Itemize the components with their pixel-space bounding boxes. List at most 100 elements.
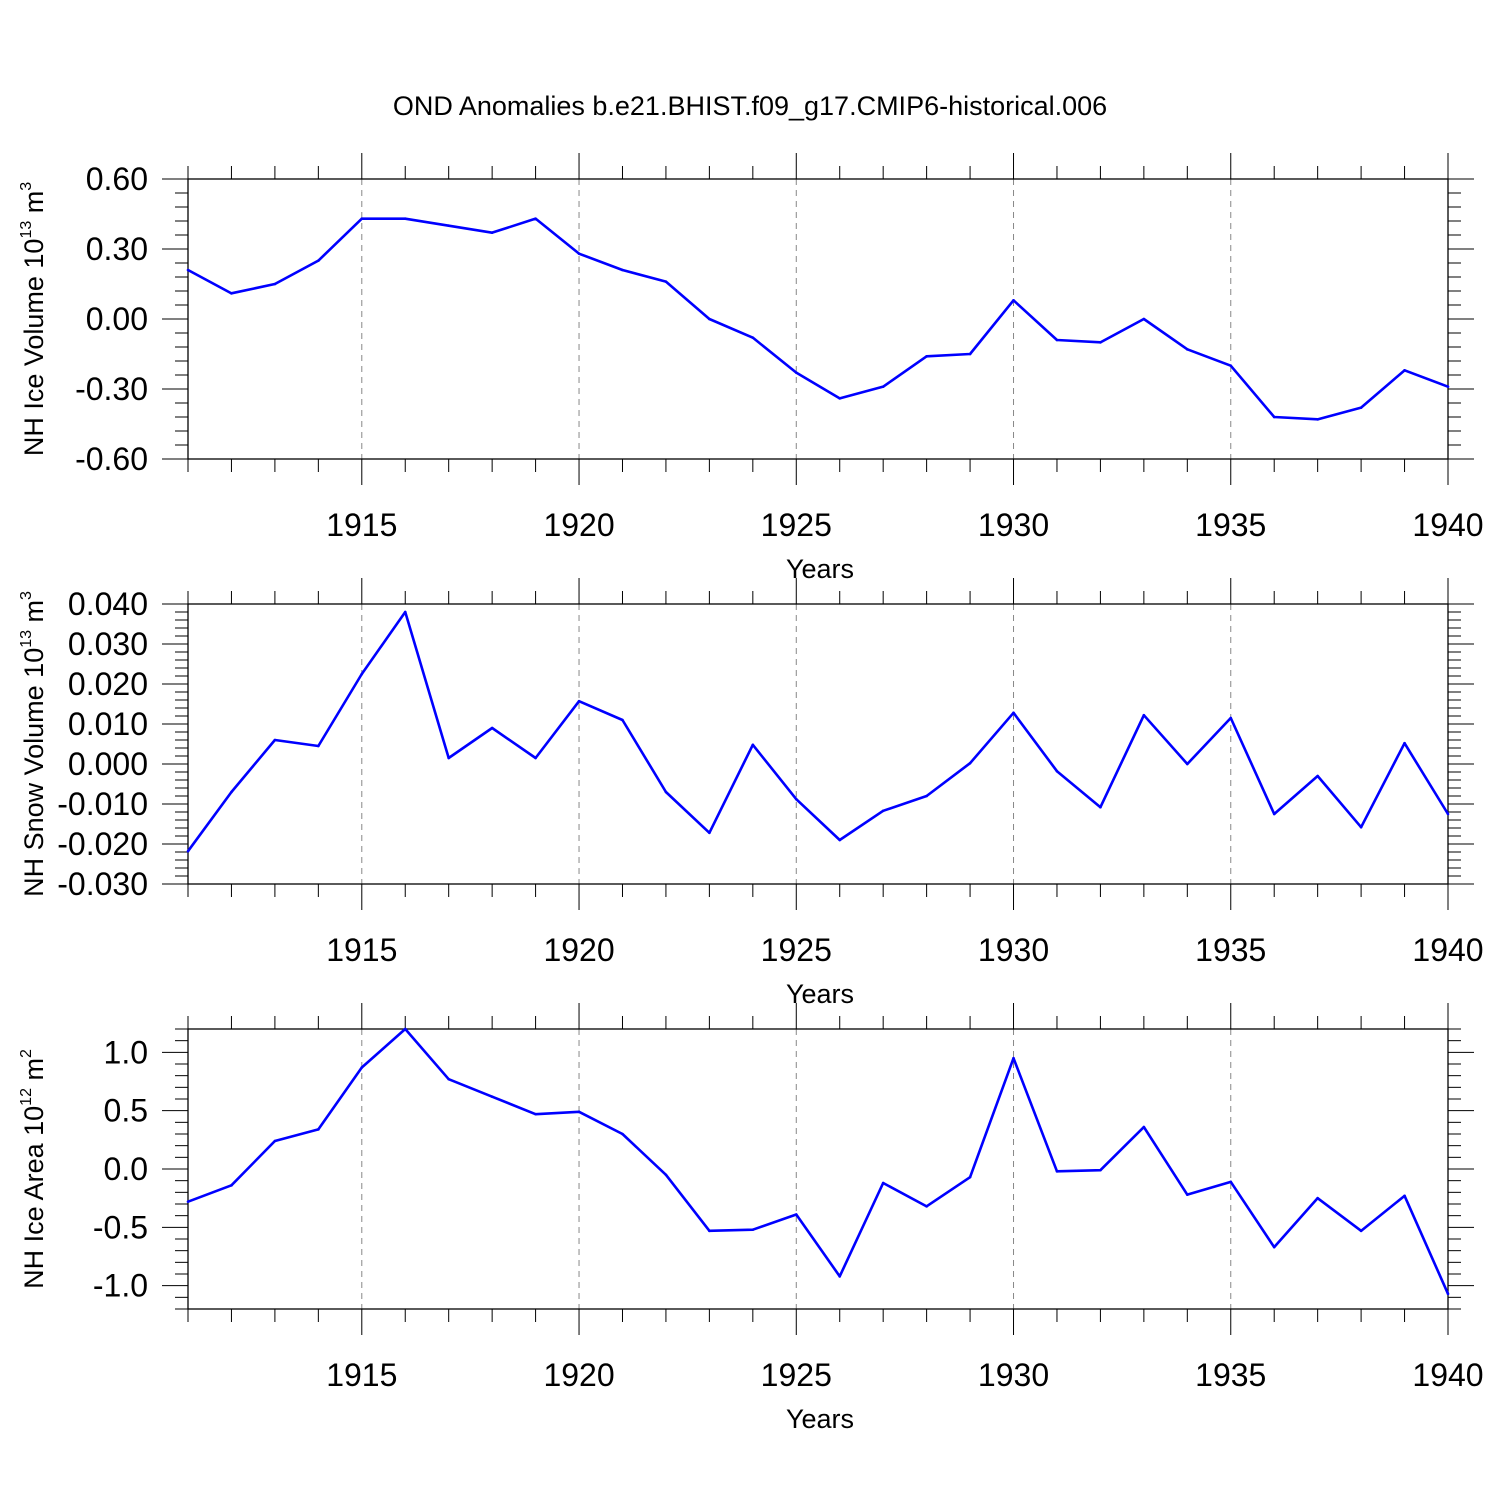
data-point [403, 1027, 407, 1031]
x-tick-label: 1915 [326, 932, 397, 968]
data-point [273, 1139, 277, 1143]
data-point [881, 809, 885, 813]
y-axis-label-unit: m [19, 1058, 49, 1088]
x-tick-label: 1940 [1412, 507, 1483, 543]
data-point [360, 217, 364, 220]
data-point [1403, 741, 1406, 745]
data-point [1272, 415, 1276, 419]
y-tick-label: -0.60 [75, 441, 148, 477]
data-point [1446, 385, 1450, 388]
data-point [1229, 1180, 1233, 1184]
x-tick-label: 1920 [543, 932, 614, 968]
data-point [621, 268, 624, 272]
data-point [1099, 341, 1102, 344]
data-point [925, 1205, 928, 1208]
data-point [1055, 769, 1059, 773]
x-tick-label: 1935 [1195, 507, 1266, 543]
data-point [317, 259, 320, 262]
y-axis-label: NH Ice Area 1012 m2 [18, 1049, 49, 1289]
data-point [534, 756, 537, 760]
data-point [838, 397, 842, 400]
chart-title: OND Anomalies b.e21.BHIST.f09_g17.CMIP6-… [393, 91, 1107, 121]
y-axis-label-exponent: 13 [18, 221, 35, 239]
data-point [1012, 1056, 1015, 1060]
data-point [447, 224, 450, 227]
y-tick-label: 0.010 [68, 706, 148, 742]
series-line [187, 217, 1449, 421]
panel-3: 1915 1920 1925 1930 1935 1940 1.0 0.5 0.0 -0.5 -1.… [18, 1003, 1484, 1434]
plot-frame [187, 178, 1449, 460]
x-tick-label: 1930 [978, 1357, 1049, 1393]
panel-2: 1915 1920 1925 1930 1935 1940 0.040 0.030 0.020 0… [18, 578, 1484, 1009]
data-point [708, 831, 711, 835]
y-tick-label: -0.020 [57, 826, 148, 862]
data-point [230, 790, 233, 794]
x-axis-label: Years [786, 554, 854, 584]
data-point [1229, 716, 1233, 720]
panel-1: 1915 1920 1925 1930 1935 1940 0.60 0.30 0.00 -0.3… [18, 153, 1484, 584]
series-line [186, 610, 1450, 852]
data-point [794, 371, 798, 374]
x-tick-label: 1930 [978, 932, 1049, 968]
x-tick-label: 1920 [543, 507, 614, 543]
data-point [881, 1181, 885, 1185]
x-tick-label: 1935 [1195, 932, 1266, 968]
data-point [490, 726, 494, 730]
data-point [1316, 418, 1319, 421]
data-point [403, 610, 407, 614]
plot-frame [187, 603, 1449, 885]
data-point [1186, 348, 1189, 351]
data-point [534, 1112, 537, 1116]
data-point [1012, 299, 1015, 302]
x-tick-label: 1920 [543, 1357, 614, 1393]
x-tick-label: 1940 [1412, 1357, 1483, 1393]
data-point [577, 252, 581, 255]
y-axis-label-unit-exponent: 2 [18, 1049, 35, 1058]
data-point [1403, 369, 1406, 372]
data-point [1099, 1168, 1102, 1172]
data-point [1316, 1196, 1319, 1200]
data-point [317, 744, 320, 748]
data-point [186, 849, 190, 853]
data-point [230, 1184, 233, 1187]
data-point [1142, 713, 1146, 717]
y-tick-label: 0.30 [86, 231, 148, 267]
data-point [1403, 1194, 1406, 1198]
x-tick-label: 1925 [761, 1357, 832, 1393]
data-point [1272, 1245, 1276, 1249]
data-point [360, 1066, 364, 1069]
data-point [1099, 805, 1102, 809]
plot-frame [187, 1028, 1449, 1310]
y-tick-label: 0.00 [86, 301, 148, 337]
data-point [1359, 825, 1363, 829]
x-axis-label: Years [786, 979, 854, 1009]
data-point [664, 280, 668, 283]
series-line [187, 1027, 1450, 1295]
y-axis-label-text: NH Ice Area 10 [19, 1106, 49, 1289]
y-axis-label: NH Ice Volume 1013 m3 [18, 182, 49, 456]
data-point [1055, 1170, 1059, 1173]
data-point [403, 217, 407, 220]
x-tick-label: 1940 [1412, 932, 1483, 968]
y-axis-label-text: NH Ice Volume 10 [19, 239, 49, 457]
data-point [577, 699, 581, 703]
y-axis-label-text: NH Snow Volume 10 [19, 648, 49, 897]
data-point [360, 672, 364, 676]
data-point [794, 797, 798, 801]
y-axis-label-unit: m [19, 600, 49, 630]
y-tick-label: -0.5 [93, 1209, 148, 1245]
data-point [838, 838, 842, 842]
y-tick-label: 0.040 [68, 586, 148, 622]
data-point [968, 761, 972, 765]
y-tick-label: -0.010 [57, 786, 148, 822]
x-tick-label: 1915 [326, 1357, 397, 1393]
data-point [708, 1229, 711, 1233]
y-tick-label: 0.5 [104, 1093, 148, 1129]
data-point [1359, 406, 1363, 409]
y-axis-label: NH Snow Volume 1013 m3 [18, 591, 49, 897]
x-tick-label: 1930 [978, 507, 1049, 543]
data-point [534, 217, 537, 220]
data-point [794, 1213, 798, 1216]
data-point [1229, 364, 1233, 367]
